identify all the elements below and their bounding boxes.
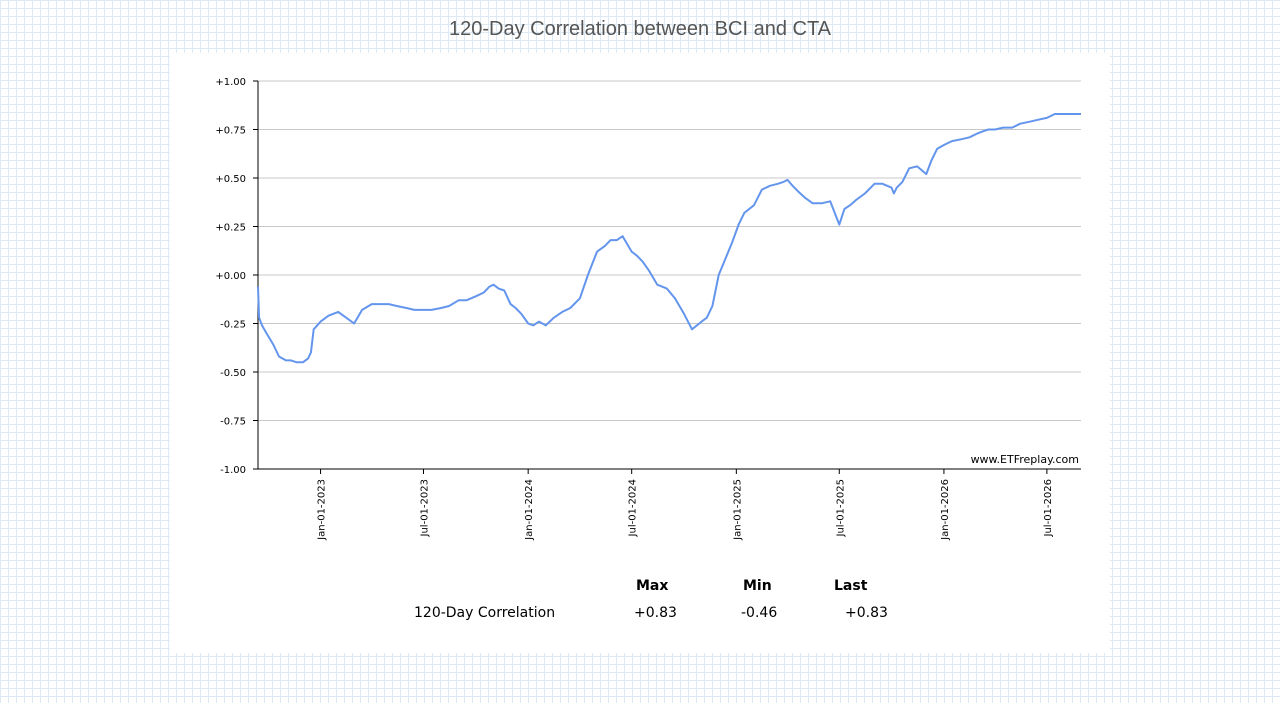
y-tick-label: -1.00: [220, 465, 246, 476]
x-tick-label: Jan-01-2024: [524, 479, 535, 541]
stat-header-last: Last: [834, 578, 868, 594]
y-tick-label: -0.50: [220, 368, 246, 379]
stat-max-value: +0.83: [634, 605, 677, 621]
x-tick-label: Jan-01-2026: [940, 479, 951, 541]
chart-title: 120-Day Correlation between BCI and CTA: [448, 18, 832, 40]
x-tick-label: Jan-01-2023: [317, 479, 328, 541]
y-tick-label: -0.25: [220, 320, 246, 331]
stat-min-value: -0.46: [741, 605, 778, 621]
stat-row-label: 120-Day Correlation: [414, 605, 556, 621]
chart-panel: +1.00 +0.75 +0.50 +0.25 +0.00 -0.25 -0.50 -0.75…: [170, 53, 1110, 653]
axis-layer: [253, 80, 1081, 474]
y-tick-labels: +1.00 +0.75 +0.50 +0.25 +0.00 -0.25 -0.50 -0.75…: [215, 77, 246, 476]
stat-header-min: Min: [743, 578, 772, 594]
y-tick-label: +0.25: [215, 223, 246, 234]
watermark: www.ETFreplay.com: [971, 453, 1079, 466]
y-tick-label: +1.00: [215, 77, 246, 88]
stat-header-max: Max: [636, 578, 669, 594]
x-tick-label: Jul-01-2025: [835, 479, 846, 537]
y-tick-label: -0.75: [220, 417, 246, 428]
x-tick-label: Jul-01-2026: [1043, 479, 1054, 537]
x-tick-label: Jul-01-2023: [420, 479, 431, 537]
chart-svg: +1.00 +0.75 +0.50 +0.25 +0.00 -0.25 -0.50 -0.75…: [215, 77, 1081, 541]
x-tick-label: Jan-01-2025: [732, 479, 743, 541]
y-tick-label: +0.00: [215, 271, 246, 282]
x-tick-label: Jul-01-2024: [628, 479, 639, 537]
stat-last-value: +0.83: [845, 605, 888, 621]
correlation-series-line: [257, 113, 1081, 364]
x-tick-labels: Jan-01-2023 Jul-01-2023 Jan-01-2024 Jul-01-…: [317, 479, 1054, 541]
y-tick-label: +0.50: [215, 174, 246, 185]
y-tick-label: +0.75: [215, 126, 246, 137]
